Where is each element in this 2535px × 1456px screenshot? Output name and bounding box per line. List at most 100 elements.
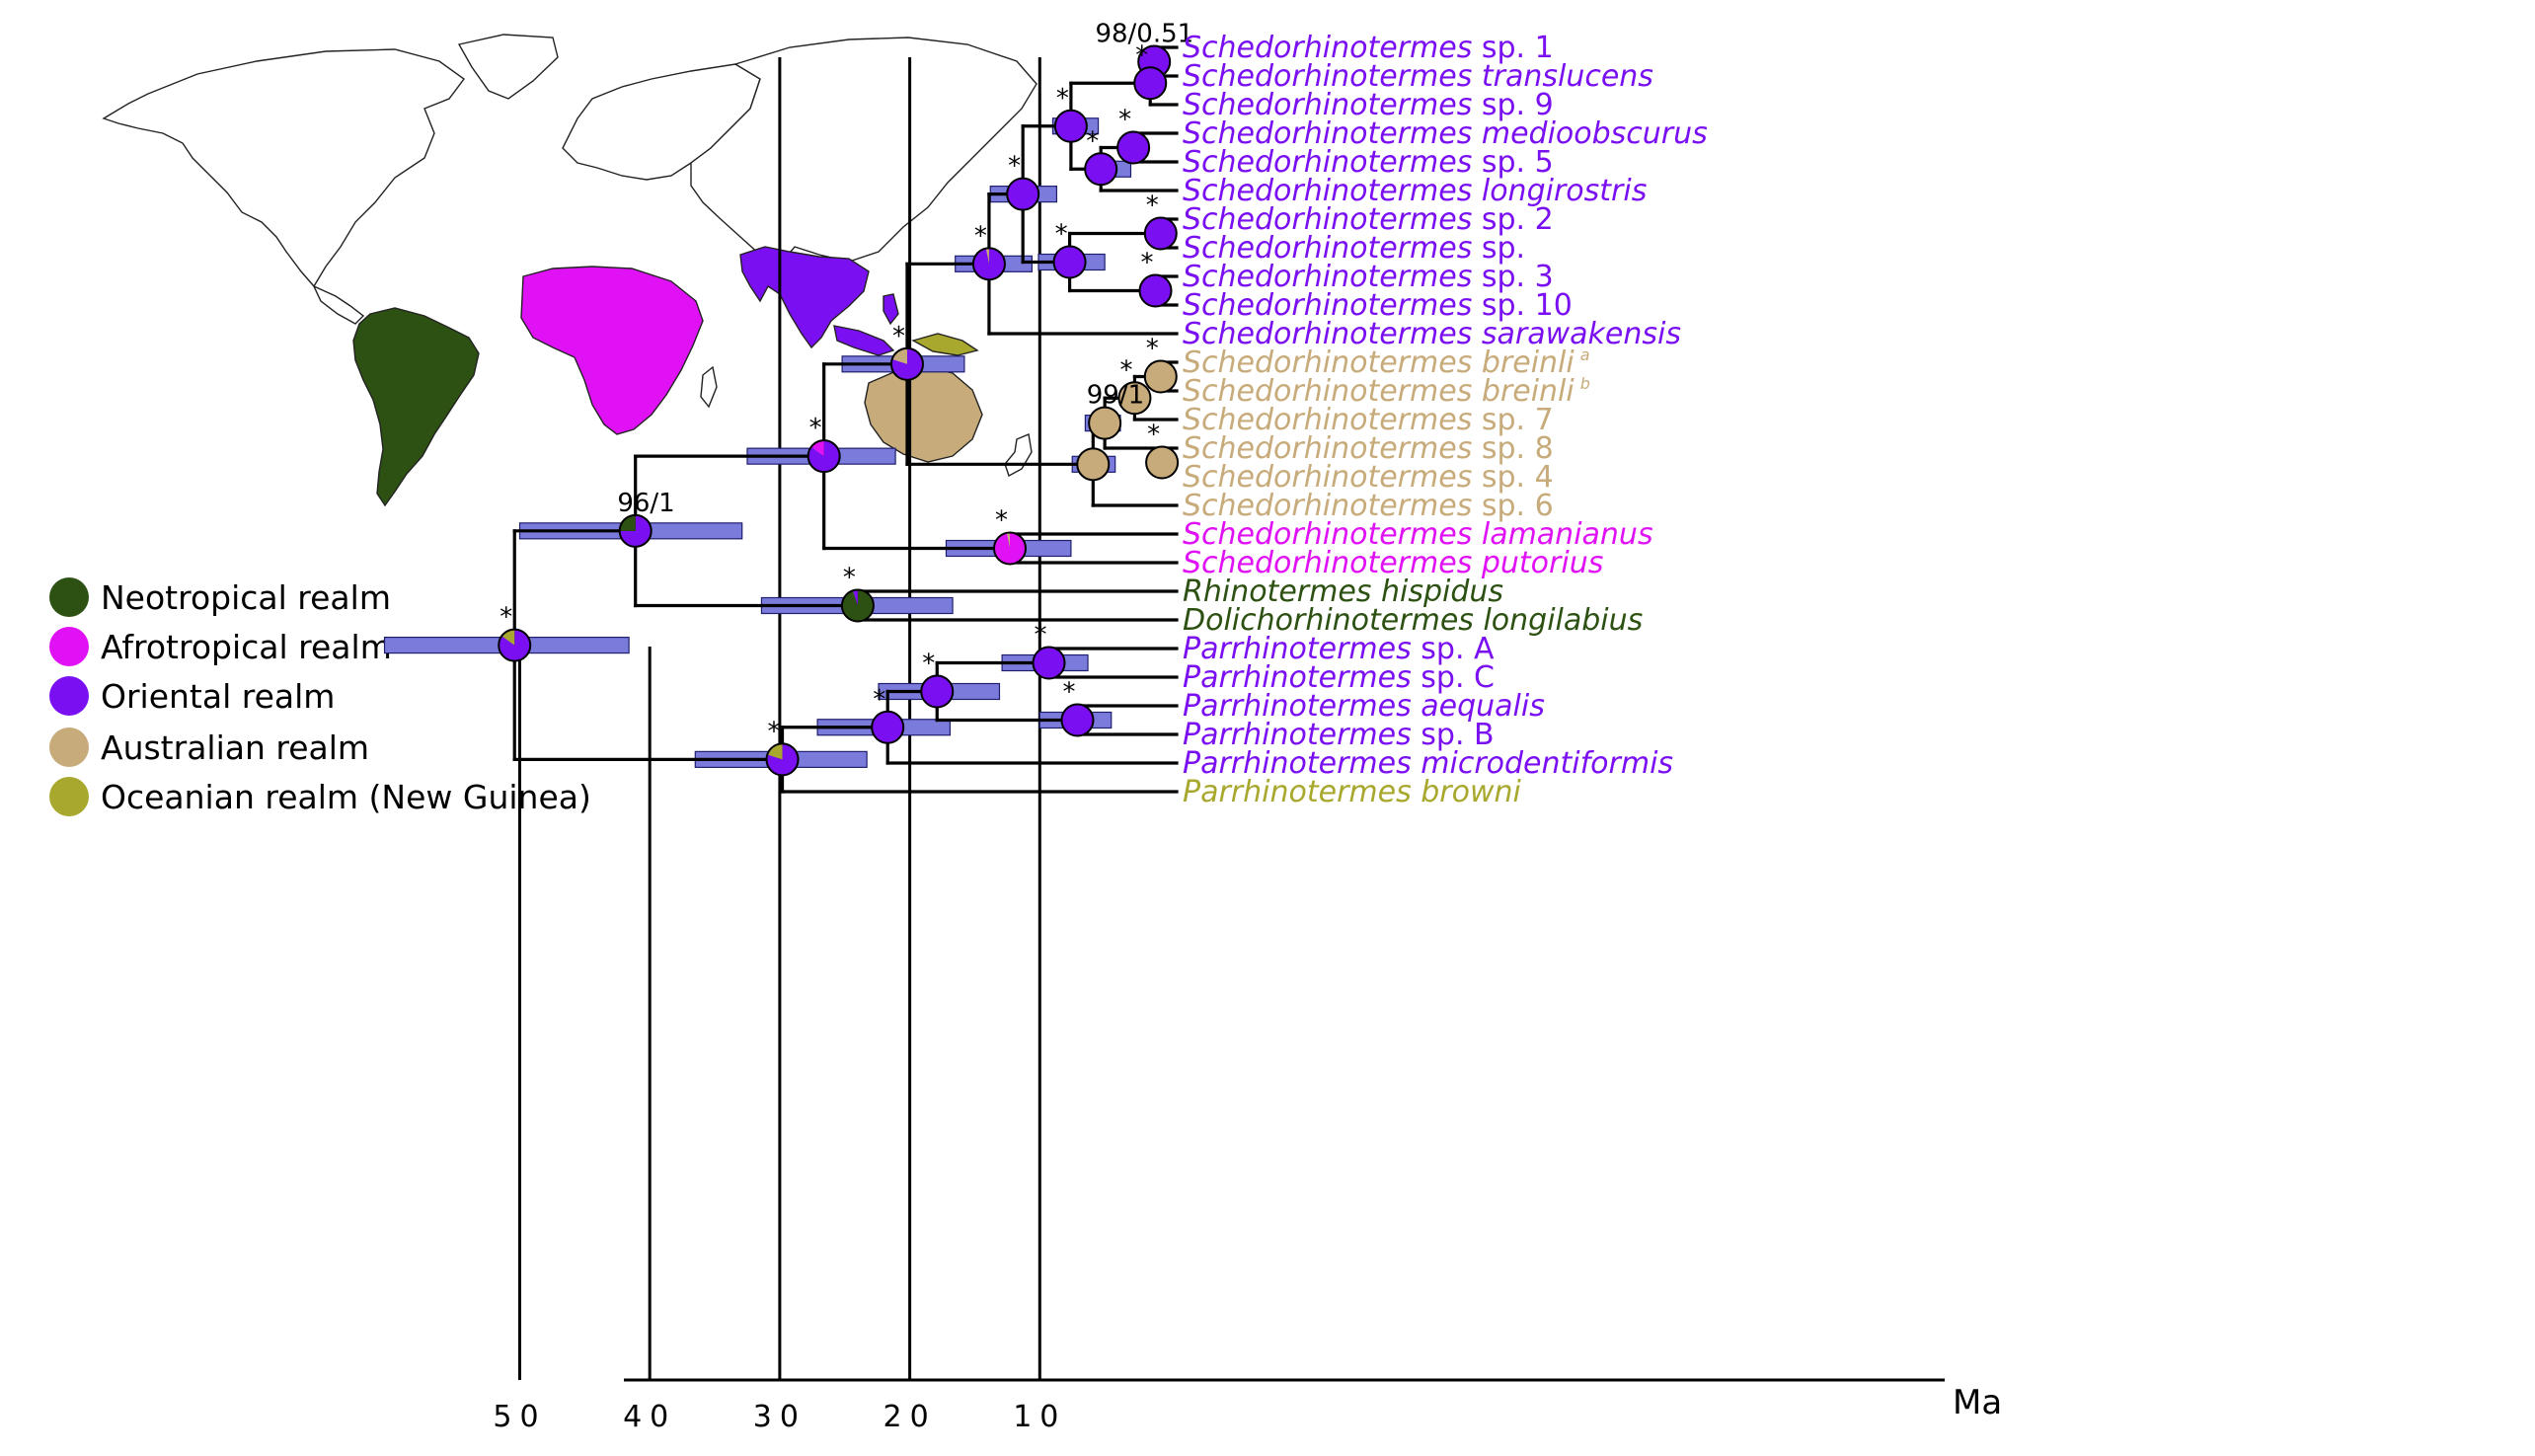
- pie-slice-oriental: [871, 710, 905, 744]
- tip-epithet: aequalis: [1421, 689, 1545, 724]
- support-label-n_sp1_transl: 98/0.51: [1095, 20, 1193, 49]
- pie-slice-oriental: [1060, 703, 1095, 737]
- node-pie-n_or_ab: [1006, 177, 1040, 211]
- tip-epithet: lamanianus: [1482, 517, 1653, 552]
- tip-epithet: microdentiformis: [1421, 746, 1673, 781]
- support-label-n_transl_grp: *: [1135, 40, 1148, 70]
- tip-label: Dolichorhinotermes longilabius: [1183, 603, 1643, 638]
- tick-label-30: 30: [753, 1400, 807, 1434]
- legend-swatch-oriental: [49, 676, 89, 716]
- pie-outline: [840, 588, 875, 623]
- tip-genus: Dolichorhinotermes: [1183, 603, 1483, 638]
- pie-outline: [618, 513, 653, 548]
- tip-genus: Schedorhinotermes: [1183, 202, 1482, 237]
- pie-slice-oriental: [1084, 152, 1118, 187]
- pie-slice-oriental: [1116, 130, 1151, 165]
- tip-label: Parrhinotermes aequalis: [1183, 689, 1545, 724]
- pie-slice-oriental: [1052, 245, 1087, 279]
- node-pie-n_sp2_sp: [1143, 216, 1178, 251]
- node-pie-n_sp3_sp10: [1138, 273, 1173, 308]
- tip-genus: Parrhinotermes: [1183, 689, 1421, 724]
- tick-label-20: 20: [883, 1400, 937, 1434]
- tip-epithet: sp. 2: [1482, 202, 1554, 237]
- tip-genus: Schedorhinotermes: [1183, 460, 1482, 495]
- legend-swatch-oceanian: [49, 777, 89, 816]
- node-pie-n_longi_grp: [1084, 152, 1118, 187]
- map-philippines: [883, 293, 899, 326]
- tip-label: Schedorhinotermes sp. 4: [1183, 460, 1554, 495]
- support-label-n_sp8_sp4: *: [1147, 421, 1160, 450]
- tip-label: Schedorhinotermes breinli a: [1183, 345, 1590, 380]
- tip-label: Schedorhinotermes putorius: [1183, 546, 1603, 580]
- node-pie-n_breinli_grp: [1117, 381, 1152, 416]
- tip-label: Schedorhinotermes sp. 2: [1183, 202, 1554, 237]
- tip-epithet: sp. 7: [1482, 403, 1554, 437]
- tip-genus: Schedorhinotermes: [1183, 174, 1482, 208]
- pie-slice-neotropical: [619, 514, 636, 531]
- tip-epithet: putorius: [1481, 546, 1604, 580]
- node-pie-n_pa_ac: [1032, 646, 1066, 680]
- pie-slice-oriental: [766, 743, 799, 776]
- support-label-n_pa_1: *: [922, 650, 935, 679]
- tip-genus: Schedorhinotermes: [1183, 317, 1482, 351]
- map-south-america: [352, 307, 480, 507]
- tip-label: Schedorhinotermes sp. 9: [1183, 88, 1554, 122]
- pie-slice-oriental: [920, 674, 955, 709]
- tip-genus: Schedorhinotermes: [1183, 489, 1482, 523]
- tip-genus: Schedorhinotermes: [1183, 431, 1482, 466]
- pie-outline: [765, 742, 800, 777]
- tip-epithet: sp. 1: [1482, 31, 1554, 65]
- support-label-n_or_ab: *: [1008, 152, 1021, 182]
- legend-label-oceanian: Oceanian realm (New Guinea): [101, 778, 591, 816]
- tip-label: Schedorhinotermes sp.: [1183, 231, 1525, 266]
- tip-superscript: a: [1580, 345, 1590, 364]
- node-pie-n_australian: [1076, 447, 1111, 482]
- tip-label: Schedorhinotermes sp. 3: [1183, 260, 1554, 294]
- pie-slice-oriental: [1138, 273, 1173, 308]
- tip-epithet: breinli: [1482, 374, 1575, 409]
- tip-label: Schedorhinotermes sp. 10: [1183, 288, 1573, 323]
- node-pie-n_or_b: [1052, 245, 1087, 279]
- support-labels: 98/0.51***********99/1*****96/1******: [499, 20, 1193, 747]
- pie-slice-australian: [1076, 447, 1111, 482]
- pie-slice-australian: [1117, 381, 1152, 416]
- node-pie-n_breinli: [1143, 359, 1178, 394]
- pie-slice-australian: [1088, 406, 1122, 440]
- node-pie-n_pa_2: [871, 710, 905, 744]
- map-indonesia: [833, 325, 895, 356]
- tip-epithet: longilabius: [1483, 603, 1643, 638]
- node-pie-n_au_c: [1088, 406, 1122, 440]
- tip-genus: Parrhinotermes: [1183, 632, 1421, 666]
- node-pie-n_oriental: [971, 247, 1006, 281]
- tick-label-50: 50: [493, 1400, 546, 1434]
- tip-genus: Schedorhinotermes: [1183, 145, 1482, 180]
- node-pie-n_transl_grp: [1133, 66, 1168, 101]
- support-label-n_afro: *: [995, 506, 1008, 536]
- tip-genus: Schedorhinotermes: [1183, 59, 1482, 94]
- pie-slice-oriental: [1006, 177, 1040, 211]
- support-label-n_big: 96/1: [617, 489, 674, 518]
- legend-swatch-afrotropical: [49, 627, 89, 666]
- tip-genus: Schedorhinotermes: [1183, 517, 1482, 552]
- map-new-zealand: [1004, 433, 1033, 478]
- support-label-n_medio_sp5: *: [1118, 106, 1131, 135]
- tip-epithet: sp.: [1482, 231, 1525, 266]
- tip-genus: Schedorhinotermes: [1183, 403, 1482, 437]
- tip-genus: Schedorhinotermes: [1183, 374, 1482, 409]
- tip-epithet: sp. 5: [1482, 145, 1554, 180]
- map-central-america: [312, 284, 365, 325]
- pie-slice-oriental: [1143, 216, 1178, 251]
- pie-slice-oriental: [852, 589, 858, 606]
- tip-label: Rhinotermes hispidus: [1183, 575, 1503, 609]
- pie-slice-oceanian: [767, 743, 783, 760]
- node-pie-n_or_a: [1053, 109, 1088, 143]
- tip-epithet: medioobscurus: [1482, 116, 1708, 151]
- node-pie-n_root: [498, 628, 532, 662]
- tip-label: Schedorhinotermes lamanianus: [1183, 517, 1653, 552]
- tip-label: Schedorhinotermes sp. 1: [1183, 31, 1554, 65]
- tip-label: Parrhinotermes microdentiformis: [1183, 746, 1673, 781]
- tip-label: Parrhinotermes sp. A: [1183, 632, 1495, 666]
- node-pie-n_pa_aeqb: [1060, 703, 1095, 737]
- tip-labels: Schedorhinotermes sp. 1Schedorhinotermes…: [1183, 31, 1708, 809]
- tip-label: Parrhinotermes browni: [1183, 775, 1522, 809]
